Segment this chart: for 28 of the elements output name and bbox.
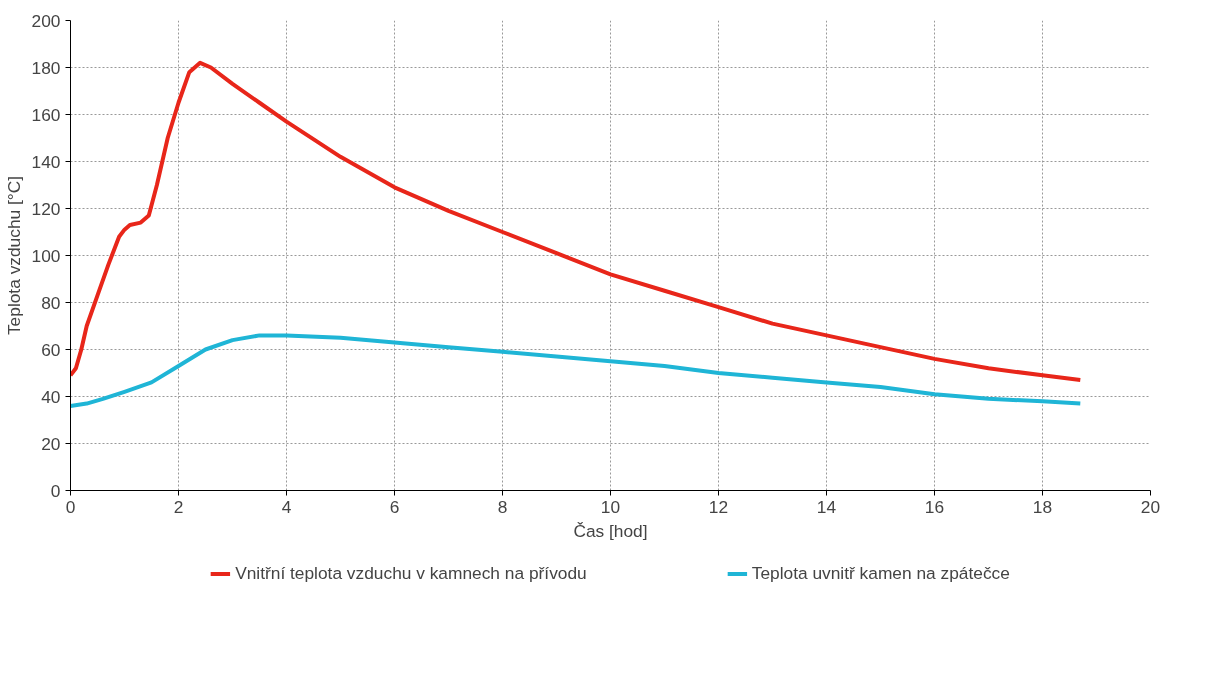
- x-tick-label: 16: [924, 496, 945, 517]
- y-tick-label: 0: [50, 480, 61, 501]
- x-tick-label: 4: [281, 496, 292, 517]
- x-tick-label: 14: [816, 496, 837, 517]
- y-tick-label: 160: [31, 104, 61, 125]
- line-series: [70, 60, 1083, 383]
- x-tick-label: 2: [173, 496, 184, 517]
- y-tick-label: 60: [41, 339, 61, 360]
- y-axis-title: Teplota vzduchu [°C]: [3, 175, 24, 336]
- legend-label: Teplota uvnitř kamen na zpátečce: [751, 562, 1010, 584]
- y-tick-label: 40: [41, 386, 61, 407]
- y-tick-label: 200: [31, 10, 61, 31]
- legend-label: Vnitřní teplota vzduchu v kamnech na přívodu: [235, 562, 587, 584]
- x-tick-label: 6: [389, 496, 400, 517]
- y-tick-label: 140: [31, 151, 61, 172]
- y-tick-label: 80: [41, 292, 61, 313]
- x-tick-label: 10: [600, 496, 621, 517]
- y-tick-label: 180: [31, 57, 61, 78]
- x-tick-label: 12: [708, 496, 729, 517]
- y-tick-label: 120: [31, 198, 61, 219]
- y-tick-label: 20: [41, 433, 61, 454]
- x-tick-label: 0: [65, 496, 76, 517]
- x-tick-label: 8: [497, 496, 508, 517]
- y-tick-label: 100: [31, 245, 61, 266]
- line-series: [70, 333, 1083, 408]
- x-axis-title: Čas [hod]: [573, 520, 648, 541]
- x-tick-label: 20: [1140, 496, 1161, 517]
- x-tick-label: 18: [1032, 496, 1053, 517]
